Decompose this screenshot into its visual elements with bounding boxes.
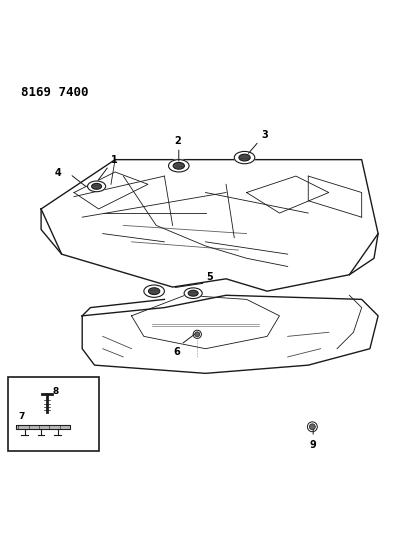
Text: 7: 7 [18, 411, 25, 421]
Bar [8, 377, 99, 451]
Polygon shape [16, 425, 70, 429]
Ellipse shape [144, 285, 164, 297]
Text: 3: 3 [261, 130, 268, 140]
Circle shape [193, 330, 201, 338]
Ellipse shape [239, 154, 250, 161]
Ellipse shape [234, 151, 255, 164]
Text: 8169 7400: 8169 7400 [21, 86, 88, 99]
Text: 4: 4 [55, 168, 62, 178]
Text: 8: 8 [53, 387, 59, 396]
Ellipse shape [184, 288, 202, 298]
Ellipse shape [88, 181, 106, 192]
Ellipse shape [92, 183, 102, 189]
Ellipse shape [148, 288, 160, 295]
Text: 6: 6 [173, 346, 180, 357]
Text: 2: 2 [174, 136, 181, 146]
Circle shape [195, 332, 200, 337]
Text: 1: 1 [111, 155, 118, 165]
Ellipse shape [188, 290, 198, 296]
Circle shape [307, 422, 317, 432]
Circle shape [309, 424, 315, 430]
Text: 5: 5 [207, 272, 213, 282]
Text: 9: 9 [310, 440, 316, 450]
Ellipse shape [169, 160, 189, 172]
Ellipse shape [173, 163, 185, 169]
